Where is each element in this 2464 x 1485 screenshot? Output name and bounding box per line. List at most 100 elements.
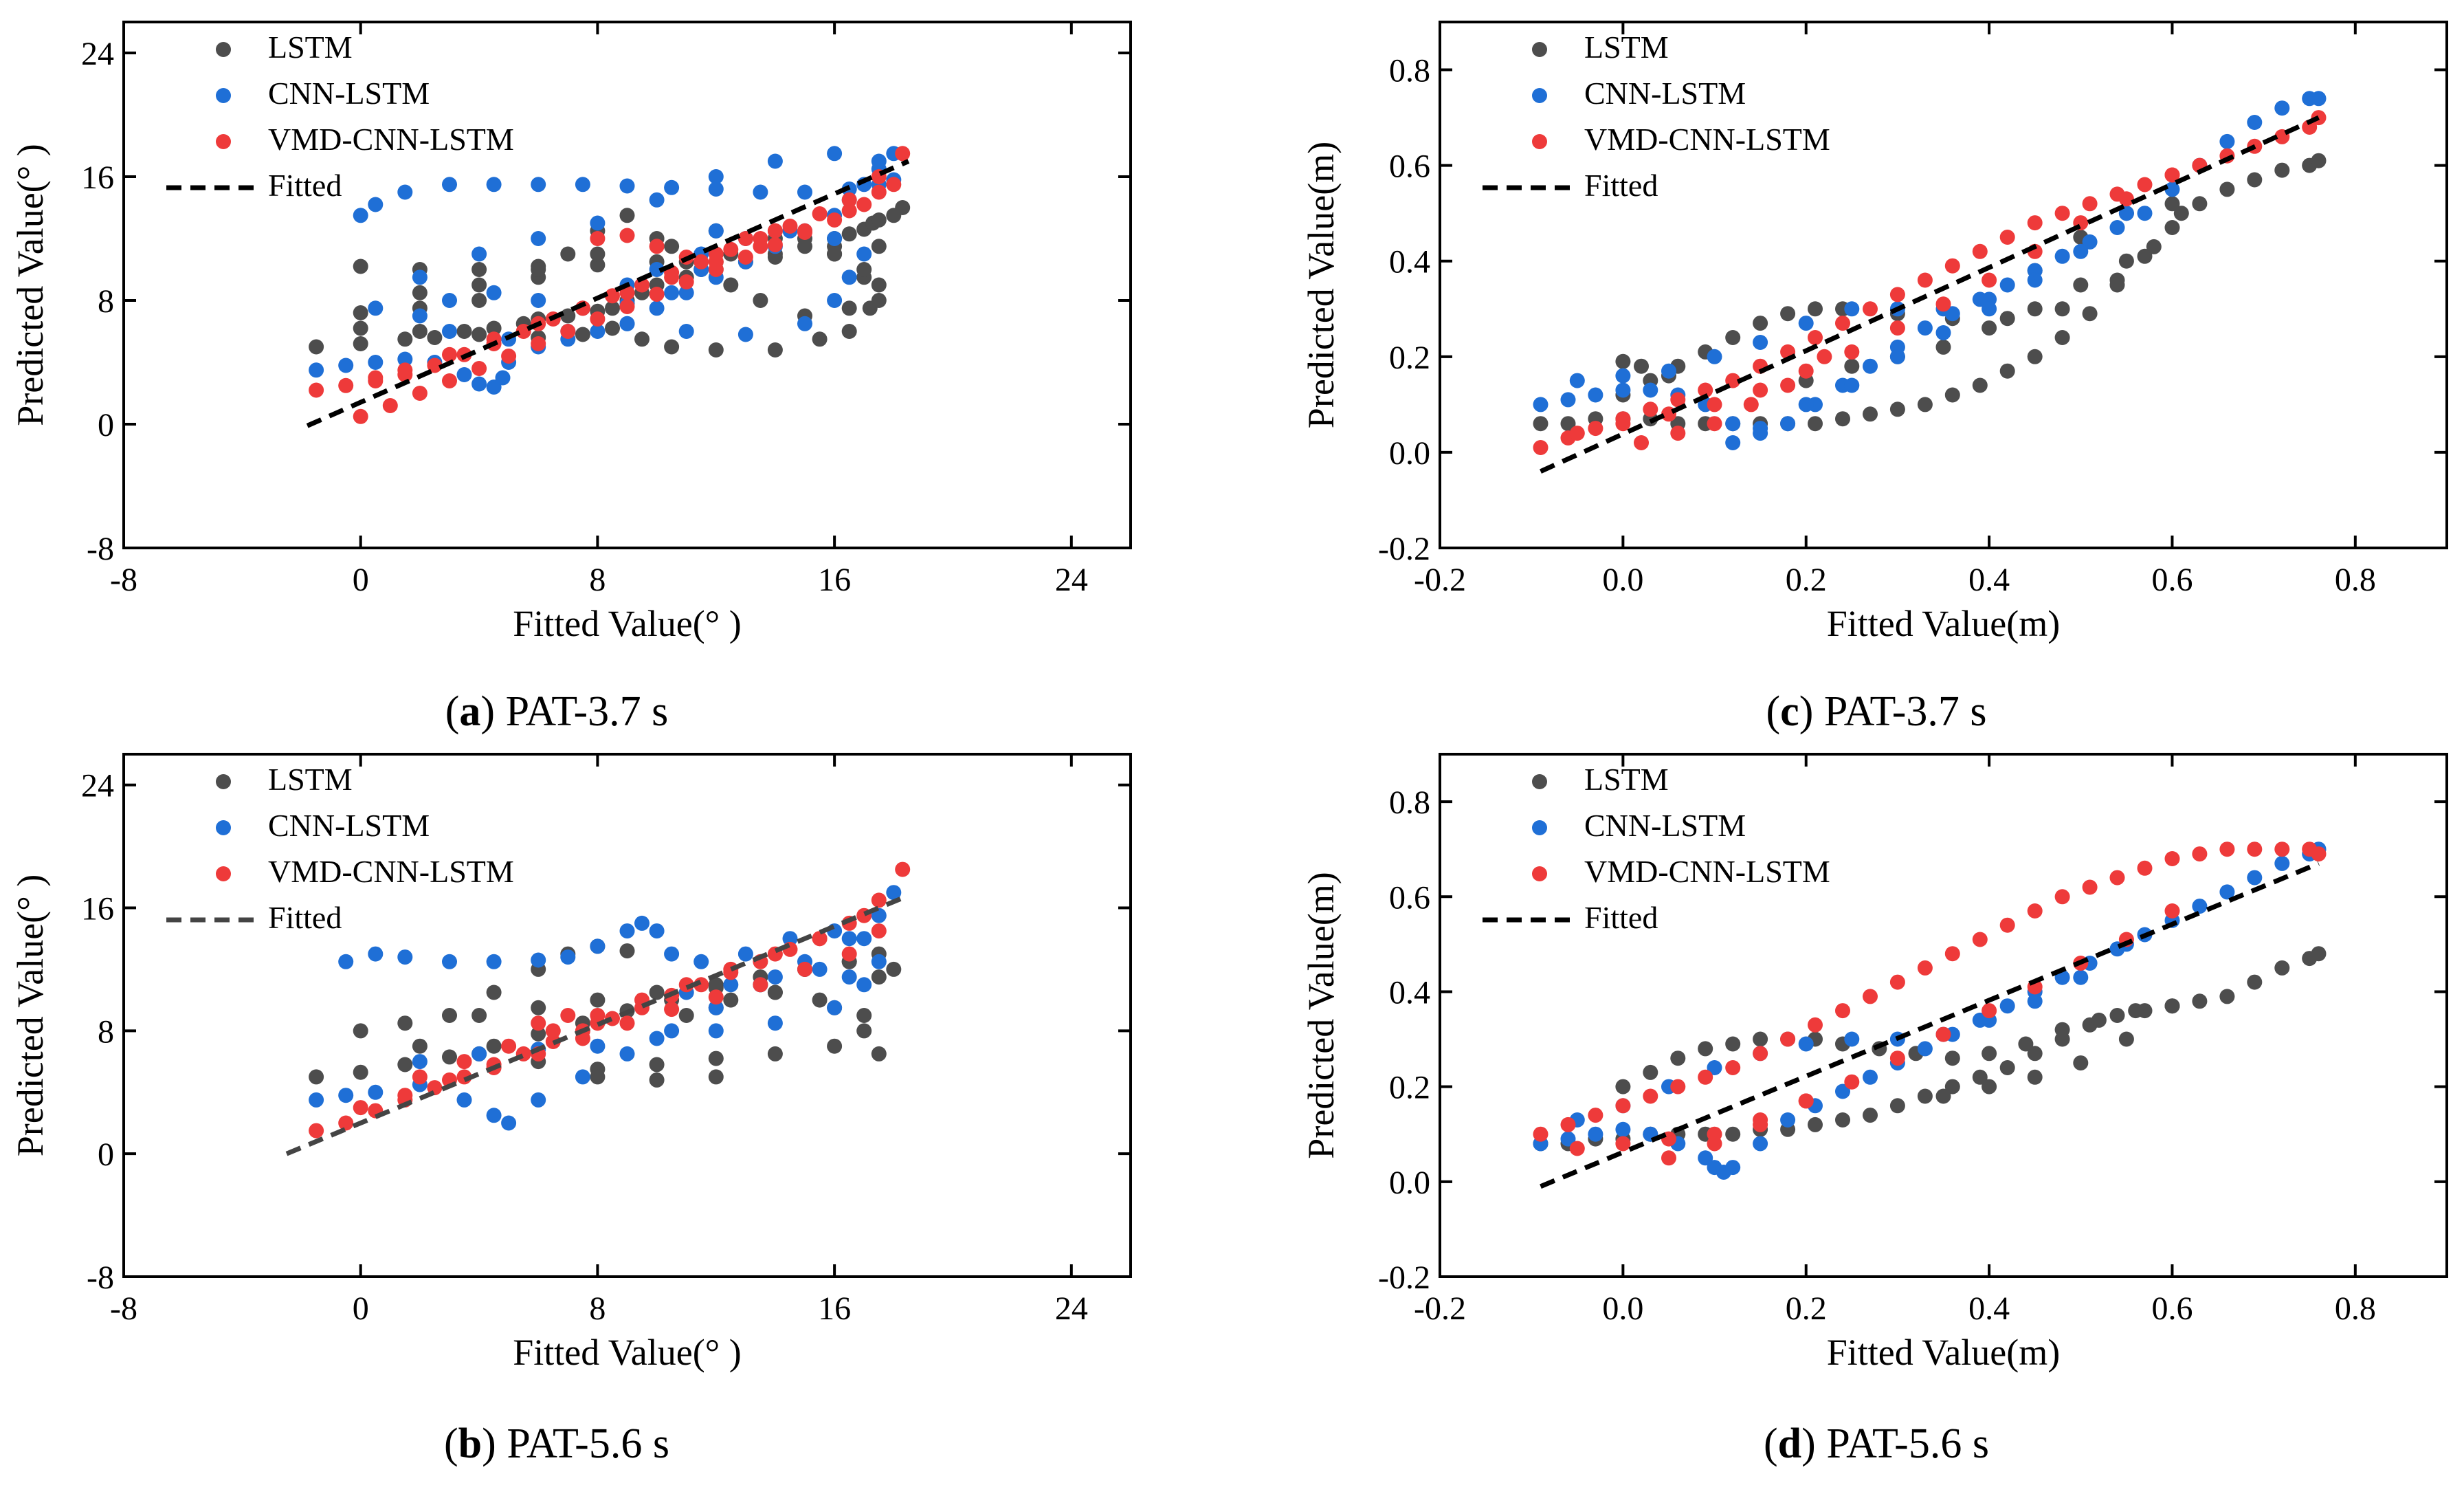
data-point (2192, 846, 2208, 862)
data-point (2274, 162, 2290, 178)
data-point (427, 358, 443, 373)
legend-marker (1532, 42, 1547, 57)
y-axis-label: Predicted Value(m) (1300, 142, 1342, 428)
data-point (471, 293, 487, 308)
data-point (1844, 301, 1860, 317)
data-point (353, 208, 368, 223)
data-point (531, 177, 546, 192)
data-point (2054, 889, 2070, 905)
data-point (708, 977, 724, 993)
data-point (1569, 373, 1585, 388)
data-point (1707, 397, 1722, 412)
legend-label: VMD-CNN-LSTM (268, 854, 514, 889)
data-point (575, 327, 590, 342)
data-point (841, 969, 857, 985)
data-point (486, 1108, 502, 1123)
data-point (1999, 311, 2015, 327)
data-point (1863, 989, 1878, 1004)
data-point (841, 931, 857, 947)
data-point (1999, 917, 2015, 933)
data-point (1725, 435, 1741, 450)
data-point (871, 1046, 887, 1062)
data-point (1935, 339, 1951, 355)
data-point (1560, 1131, 1576, 1147)
x-tick-label: 8 (589, 562, 606, 598)
legend-label: Fitted (268, 900, 342, 935)
data-point (797, 316, 812, 331)
data-point (737, 250, 753, 265)
data-point (309, 1069, 324, 1085)
data-point (590, 215, 606, 231)
data-point (1935, 325, 1951, 340)
data-point (1670, 392, 1686, 408)
data-point (560, 308, 576, 324)
data-point (2118, 206, 2134, 221)
data-point (531, 1000, 546, 1015)
y-axis-label: Predicted Value(m) (1300, 872, 1342, 1158)
data-point (2073, 243, 2089, 259)
fitted-line (1540, 115, 2320, 474)
x-tick-label: 0.6 (2151, 1290, 2193, 1327)
data-point (856, 977, 872, 993)
data-point (338, 358, 354, 373)
data-point (2164, 182, 2180, 197)
data-point (2311, 91, 2327, 107)
data-point (1707, 1060, 1722, 1075)
data-point (2118, 253, 2134, 269)
data-point (531, 1015, 546, 1031)
data-point (649, 1057, 665, 1072)
data-point (427, 330, 443, 345)
data-point (664, 285, 680, 300)
data-point (2137, 177, 2153, 192)
data-point (797, 961, 812, 977)
data-point (2192, 196, 2208, 212)
panel-caption: (d) PAT-5.6 s (1764, 1420, 1989, 1467)
data-point (664, 1023, 680, 1039)
data-point (1999, 277, 2015, 293)
data-point (368, 1084, 384, 1100)
data-point (590, 311, 606, 327)
y-axis-label: Predicted Value(° ) (10, 874, 51, 1156)
data-point (871, 969, 887, 985)
data-point (1725, 330, 1741, 345)
data-point (886, 961, 902, 977)
data-point (531, 1092, 546, 1108)
data-point (2082, 306, 2098, 322)
legend-label: CNN-LSTM (268, 808, 430, 843)
legend-marker (216, 88, 231, 103)
data-point (708, 223, 724, 239)
data-point (1835, 1003, 1850, 1019)
data-point (767, 984, 783, 1000)
x-tick-label: 0.0 (1602, 562, 1643, 598)
data-point (397, 351, 413, 367)
data-point (2118, 191, 2134, 207)
data-point (486, 954, 502, 969)
data-point (871, 293, 887, 308)
data-point (1753, 335, 1768, 350)
data-point (1982, 272, 1997, 288)
data-point (2109, 272, 2125, 288)
data-point (812, 961, 828, 977)
data-point (767, 250, 783, 265)
x-tick-label: 0.8 (2335, 562, 2376, 598)
data-point (590, 246, 606, 262)
data-point (723, 977, 739, 993)
data-point (1808, 1017, 1823, 1033)
data-point (2173, 206, 2189, 221)
data-point (2164, 167, 2180, 183)
data-point (1835, 316, 1850, 331)
data-point (649, 262, 665, 277)
data-point (382, 398, 398, 413)
data-point (1863, 1069, 1878, 1085)
panel-caption: (c) PAT-3.7 s (1766, 688, 1987, 735)
data-point (2109, 1008, 2125, 1023)
data-point (1780, 1112, 1796, 1128)
data-point (2164, 220, 2180, 235)
data-point (353, 258, 368, 274)
data-point (812, 931, 828, 947)
data-point (1863, 406, 1878, 422)
data-point (442, 1008, 457, 1023)
y-tick-label: 0.8 (1389, 53, 1430, 89)
y-tick-label: 0 (98, 1136, 114, 1173)
data-point (649, 300, 665, 316)
